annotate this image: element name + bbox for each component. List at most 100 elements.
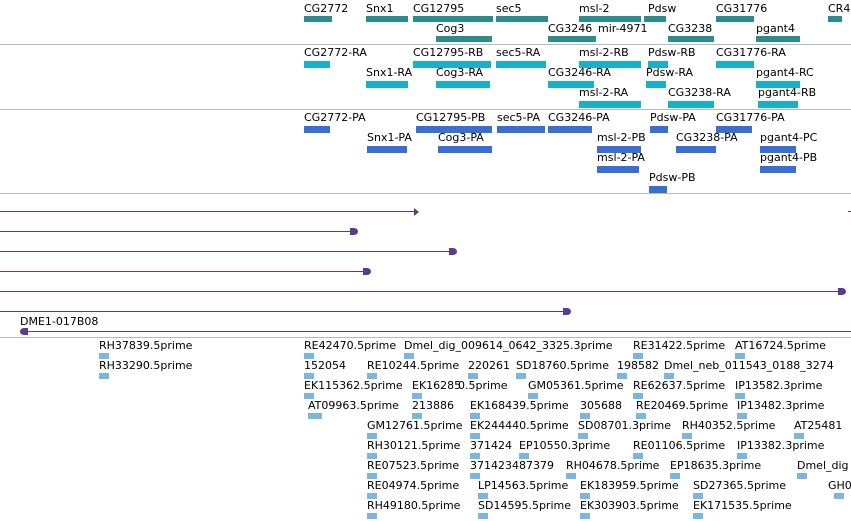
- est-label[interactable]: EK244440.5prime: [470, 419, 569, 432]
- est-glyph[interactable]: [633, 453, 643, 459]
- est-label[interactable]: 371424: [470, 439, 512, 452]
- protein-glyph[interactable]: [650, 126, 668, 133]
- protein-label[interactable]: pgant4-PC: [760, 131, 818, 144]
- gene-label[interactable]: msl-2: [579, 2, 610, 15]
- est-label[interactable]: 0.5prime: [458, 379, 508, 392]
- est-glyph[interactable]: [304, 393, 314, 399]
- est-label[interactable]: Dmel_dig: [797, 459, 849, 472]
- est-glyph[interactable]: [367, 513, 377, 519]
- est-label[interactable]: Dmel_neb_011543_0188_3274: [664, 359, 834, 372]
- est-glyph[interactable]: [528, 393, 538, 399]
- est-label[interactable]: RH30121.5prime: [367, 439, 461, 452]
- est-glyph[interactable]: [478, 513, 488, 519]
- clone-line[interactable]: [848, 211, 851, 212]
- gene-label[interactable]: CG31776: [716, 2, 768, 15]
- est-glyph[interactable]: [367, 493, 377, 499]
- gene-label[interactable]: CR4: [828, 2, 851, 15]
- gene-glyph[interactable]: [496, 16, 548, 22]
- gene-glyph[interactable]: [644, 16, 666, 22]
- clone-line[interactable]: [0, 251, 452, 252]
- est-label[interactable]: RH04678.5prime: [566, 459, 660, 472]
- est-glyph[interactable]: [693, 493, 703, 499]
- rna-label[interactable]: sec5-RA: [496, 46, 541, 59]
- est-glyph[interactable]: [516, 373, 526, 379]
- gene-glyph[interactable]: [548, 36, 596, 42]
- clone-label[interactable]: DME1-017B08: [20, 315, 99, 328]
- rna-glyph[interactable]: [496, 61, 546, 68]
- rna-label[interactable]: Pdsw-RB: [648, 46, 696, 59]
- est-label[interactable]: 152054: [304, 359, 346, 372]
- gene-label[interactable]: Cog3: [436, 22, 465, 35]
- est-glyph[interactable]: [633, 393, 643, 399]
- est-glyph[interactable]: [580, 513, 590, 519]
- est-label[interactable]: IP13382.3prime: [737, 439, 825, 452]
- rna-glyph[interactable]: [366, 81, 408, 88]
- est-label[interactable]: 198582: [617, 359, 659, 372]
- est-glyph[interactable]: [670, 473, 680, 479]
- protein-glyph[interactable]: [649, 186, 667, 193]
- protein-glyph[interactable]: [497, 126, 545, 133]
- protein-label[interactable]: CG3238-PA: [676, 131, 738, 144]
- est-glyph[interactable]: [737, 453, 747, 459]
- protein-glyph[interactable]: [760, 146, 796, 153]
- est-glyph[interactable]: [412, 393, 422, 399]
- est-glyph[interactable]: [578, 433, 588, 439]
- rna-label[interactable]: CG2772-RA: [304, 46, 367, 59]
- rna-label[interactable]: msl-2-RB: [579, 46, 629, 59]
- est-label[interactable]: RE42470.5prime: [304, 339, 397, 352]
- protein-glyph[interactable]: [416, 126, 492, 133]
- rna-label[interactable]: CG31776-RA: [716, 46, 786, 59]
- est-glyph[interactable]: [682, 433, 692, 439]
- rna-glyph[interactable]: [413, 61, 491, 68]
- est-glyph[interactable]: [519, 453, 529, 459]
- clone-line[interactable]: [0, 311, 566, 312]
- rna-glyph[interactable]: [579, 61, 641, 68]
- protein-glyph[interactable]: [760, 166, 796, 173]
- protein-glyph[interactable]: [597, 146, 641, 153]
- est-label[interactable]: RE62637.5prime: [633, 379, 726, 392]
- protein-label[interactable]: CG2772-PA: [304, 111, 366, 124]
- protein-glyph[interactable]: [597, 166, 639, 173]
- rna-label[interactable]: pgant4-RB: [758, 86, 817, 99]
- rna-label[interactable]: Pdsw-RA: [646, 66, 694, 79]
- gene-glyph[interactable]: [413, 16, 493, 22]
- gene-glyph[interactable]: [756, 36, 800, 42]
- protein-glyph[interactable]: [548, 126, 592, 133]
- est-label[interactable]: RE01106.5prime: [633, 439, 726, 452]
- est-glyph[interactable]: [367, 453, 377, 459]
- est-glyph[interactable]: [737, 413, 747, 419]
- est-label[interactable]: RH40352.5prime: [682, 419, 776, 432]
- est-label[interactable]: IP13482.3prime: [737, 399, 825, 412]
- clone-line[interactable]: [0, 291, 842, 292]
- protein-label[interactable]: Snx1-PA: [367, 131, 412, 144]
- protein-glyph[interactable]: [716, 126, 752, 133]
- est-glyph[interactable]: [470, 473, 480, 479]
- protein-label[interactable]: msl-2-PA: [597, 151, 645, 164]
- est-label[interactable]: RE31422.5prime: [633, 339, 726, 352]
- protein-glyph[interactable]: [676, 146, 716, 153]
- rna-glyph[interactable]: [646, 81, 666, 88]
- protein-label[interactable]: CG12795-PB: [416, 111, 486, 124]
- est-glyph[interactable]: [580, 493, 590, 499]
- est-label[interactable]: RE10244.5prime: [367, 359, 460, 372]
- est-label[interactable]: RE20469.5prime: [636, 399, 729, 412]
- protein-label[interactable]: CG3246-PA: [548, 111, 610, 124]
- gene-label[interactable]: pgant4: [756, 22, 795, 35]
- est-glyph[interactable]: [617, 373, 627, 379]
- rna-glyph[interactable]: [756, 81, 800, 88]
- est-label[interactable]: GM12761.5prime: [367, 419, 463, 432]
- est-label[interactable]: SD18760.5prime: [516, 359, 609, 372]
- est-glyph[interactable]: [664, 373, 674, 379]
- est-glyph[interactable]: [412, 413, 422, 419]
- est-label[interactable]: EP10550.3prime: [519, 439, 611, 452]
- protein-label[interactable]: msl-2-PB: [597, 131, 646, 144]
- rna-label[interactable]: CG3238-RA: [668, 86, 731, 99]
- est-label[interactable]: EP18635.3prime: [670, 459, 762, 472]
- est-glyph[interactable]: [304, 373, 314, 379]
- est-glyph[interactable]: [308, 413, 322, 419]
- est-label[interactable]: RH33290.5prime: [99, 359, 193, 372]
- est-label[interactable]: RE07523.5prime: [367, 459, 460, 472]
- est-label[interactable]: SD08701.3prime: [578, 419, 671, 432]
- est-glyph[interactable]: [693, 513, 703, 519]
- rna-glyph[interactable]: [716, 61, 754, 68]
